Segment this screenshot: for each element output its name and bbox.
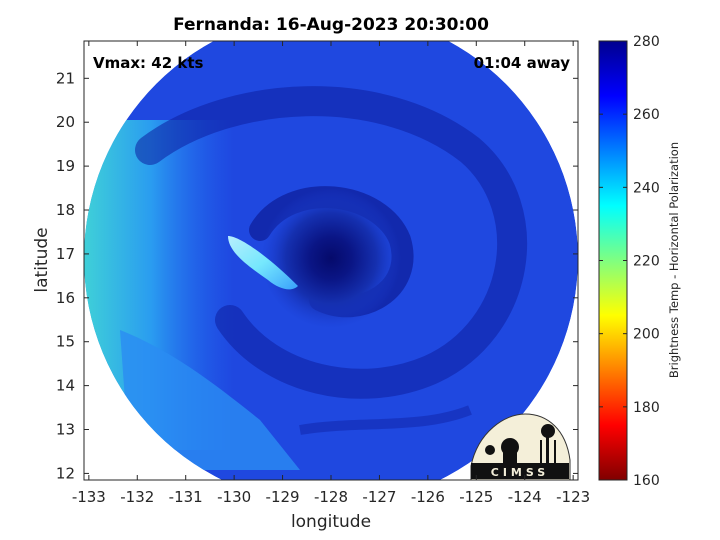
colorbar-ticks: 160 180 200 220 240 260 280 (599, 34, 660, 489)
cimss-logo: CIMSS (470, 413, 571, 481)
x-tick-label: -133 (72, 488, 106, 506)
colorbar-tick-label: 180 (633, 400, 660, 416)
storm-center-cold-region (261, 188, 401, 329)
y-tick-label: 13 (56, 421, 75, 439)
colorbar-label: Brightness Temp - Horizontal Polarizatio… (667, 142, 681, 378)
spiral-band-outer (135, 86, 528, 399)
y-tick-label: 21 (56, 69, 75, 87)
y-tick-label: 15 (56, 333, 75, 351)
logo-text: CIMSS (491, 466, 549, 479)
x-tick-label: -127 (362, 488, 396, 506)
y-axis-label: latitude (32, 227, 52, 292)
x-tick-label: -129 (266, 488, 300, 506)
southern-cold-streaks (299, 405, 472, 435)
y-tick-label: 17 (56, 245, 75, 263)
x-tick-label: -128 (314, 488, 348, 506)
y-axis: 12 13 14 15 16 17 18 19 20 21 (56, 69, 578, 482)
y-tick-label: 12 (56, 464, 75, 482)
x-tick-label: -126 (411, 488, 445, 506)
y-tick-label: 20 (56, 113, 75, 131)
colorbar-tick-label: 160 (633, 473, 660, 489)
colorbar: 160 180 200 220 240 260 280 Brightness Temp - … (598, 34, 681, 489)
x-tick-label: -124 (508, 488, 542, 506)
colorbar-tick-label: 260 (633, 107, 660, 123)
x-tick-label: -125 (459, 488, 493, 506)
y-tick-label: 18 (56, 201, 75, 219)
colorbar-tick-label: 280 (633, 34, 660, 50)
vmax-annotation: Vmax: 42 kts (93, 54, 203, 72)
swath-south-warm-region (120, 330, 300, 470)
warm-rainband (228, 236, 298, 290)
x-tick-label: -130 (217, 488, 251, 506)
colorbar-tick-label: 200 (633, 327, 660, 343)
x-axis-label: longitude (291, 512, 371, 532)
colorbar-gradient (598, 40, 628, 481)
x-tick-label: -131 (169, 488, 203, 506)
y-tick-label: 19 (56, 157, 75, 175)
colorbar-tick-label: 220 (633, 254, 660, 270)
y-tick-label: 14 (56, 377, 75, 395)
x-tick-label: -123 (556, 488, 590, 506)
colorbar-tick-label: 240 (633, 180, 660, 196)
x-axis: -133 -132 -131 -130 -129 -128 -127 -126 -125 -124… (72, 41, 590, 506)
time-offset-annotation: 01:04 away (474, 54, 571, 72)
plot-area: CIMSS Vmax: 42 kts 01:04 away (83, 40, 579, 481)
chart-title: Fernanda: 16-Aug-2023 20:30:00 (173, 15, 489, 35)
x-tick-label: -132 (120, 488, 154, 506)
y-tick-label: 16 (56, 289, 75, 307)
